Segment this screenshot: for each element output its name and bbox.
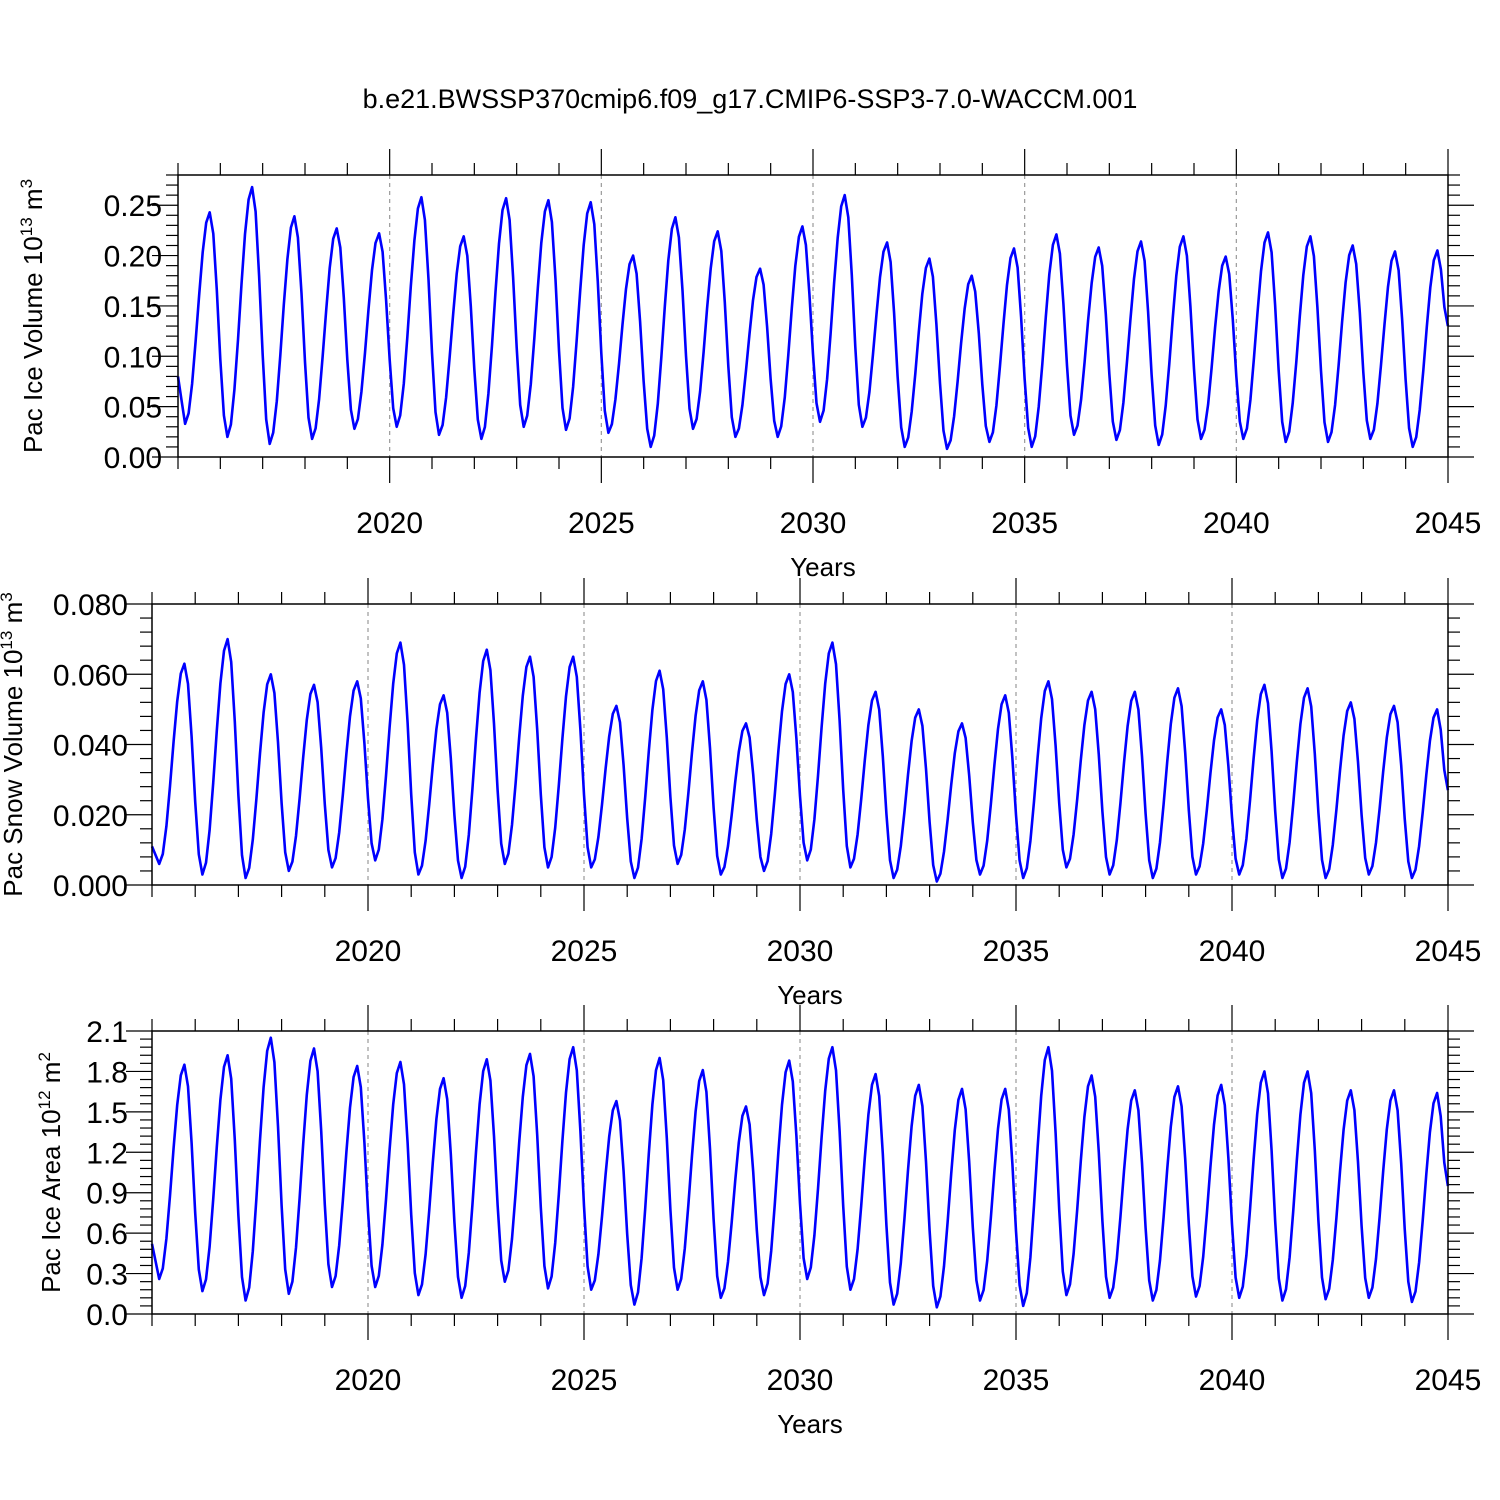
y-tick-label: 0.0 — [86, 1299, 128, 1332]
y-tick-label: 0.000 — [53, 870, 128, 903]
chart-panel-3: 0.0 0.3 0.6 0.9 1.2 1.5 1.8 2.1 2020 2025 2030 2035… — [35, 1005, 1481, 1439]
x-tick-label: 2025 — [551, 1364, 618, 1397]
y-axis-label-part: 13 — [17, 217, 36, 236]
y-tick-label: 0.3 — [86, 1259, 128, 1292]
y-tick-label: 0.15 — [104, 291, 162, 324]
x-tick-label: 2040 — [1199, 1364, 1266, 1397]
y-tick-label: 0.25 — [104, 190, 162, 223]
plot-frame — [151, 1030, 1449, 1315]
y-tick-label: 0.020 — [53, 800, 128, 833]
y-tick-label: 0.9 — [86, 1178, 128, 1211]
y-axis-label: Pac Ice Volume 1013 m3 — [17, 179, 48, 453]
chart-panel-1: 0.00 0.05 0.10 0.15 0.20 0.25 2020 2025 2030 2035… — [17, 149, 1481, 582]
y-axis-label-part: 13 — [0, 631, 16, 650]
x-tick-label: 2040 — [1203, 507, 1270, 540]
x-tick-label: 2035 — [983, 1364, 1050, 1397]
x-tick-label: 2035 — [991, 507, 1058, 540]
y-tick-label: 0.20 — [104, 241, 162, 274]
y-axis-label: Pac Snow Volume 1013 m3 — [0, 592, 28, 896]
y-axis-label-part: m — [0, 602, 28, 631]
x-tick-label: 2045 — [1415, 935, 1482, 968]
y-tick-label: 1.2 — [86, 1137, 128, 1170]
y-axis-label-part: 12 — [35, 1090, 54, 1109]
y-tick-label: 0.040 — [53, 730, 128, 763]
x-tick-label: 2045 — [1415, 507, 1482, 540]
y-axis-label-part: m — [18, 188, 48, 217]
x-tick-label: 2025 — [568, 507, 635, 540]
y-axis-label-part: 2 — [35, 1052, 54, 1061]
x-tick-label: 2040 — [1199, 935, 1266, 968]
x-tick-label: 2030 — [767, 1364, 834, 1397]
x-tick-label: 2030 — [767, 935, 834, 968]
y-axis-label-part: 3 — [17, 179, 36, 188]
x-tick-label: 2025 — [551, 935, 618, 968]
y-axis-label-part: Pac Ice Volume 10 — [18, 236, 48, 453]
y-tick-label: 0.080 — [53, 589, 128, 622]
x-tick-label: 2020 — [335, 935, 402, 968]
y-axis-label-part: Pac Ice Area 10 — [36, 1109, 66, 1293]
y-tick-label: 0.060 — [53, 659, 128, 692]
y-tick-label: 0.00 — [104, 442, 162, 475]
y-tick-label: 1.5 — [86, 1097, 128, 1130]
y-tick-label: 1.8 — [86, 1056, 128, 1089]
y-tick-label: 0.6 — [86, 1218, 128, 1251]
x-tick-label: 2045 — [1415, 1364, 1482, 1397]
figure-title: b.e21.BWSSP370cmip6.f09_g17.CMIP6-SSP3-7… — [362, 84, 1138, 114]
series-line-1 — [176, 185, 1450, 451]
x-tick-label: 2020 — [335, 1364, 402, 1397]
x-tick-label: 2030 — [780, 507, 847, 540]
y-tick-label: 0.05 — [104, 392, 162, 425]
x-tick-label: 2035 — [983, 935, 1050, 968]
series-line-1 — [150, 637, 1450, 883]
series-line-1 — [150, 1036, 1450, 1309]
plot-frame — [151, 603, 1449, 886]
plot-frame — [177, 174, 1449, 458]
y-axis-label: Pac Ice Area 1012 m2 — [35, 1052, 66, 1293]
y-tick-label: 2.1 — [86, 1016, 128, 1049]
x-axis-label: Years — [777, 980, 843, 1010]
x-axis-label: Years — [777, 1409, 843, 1439]
chart-panel-2: 0.000 0.020 0.040 0.060 0.080 2020 2025 2030 203… — [0, 578, 1481, 1010]
y-axis-label-part: Pac Snow Volume 10 — [0, 650, 28, 897]
y-axis-label-part: 3 — [0, 592, 16, 601]
x-axis-label: Years — [790, 552, 856, 582]
y-tick-label: 0.10 — [104, 341, 162, 374]
x-tick-label: 2020 — [356, 507, 423, 540]
y-axis-label-part: m — [36, 1062, 66, 1091]
